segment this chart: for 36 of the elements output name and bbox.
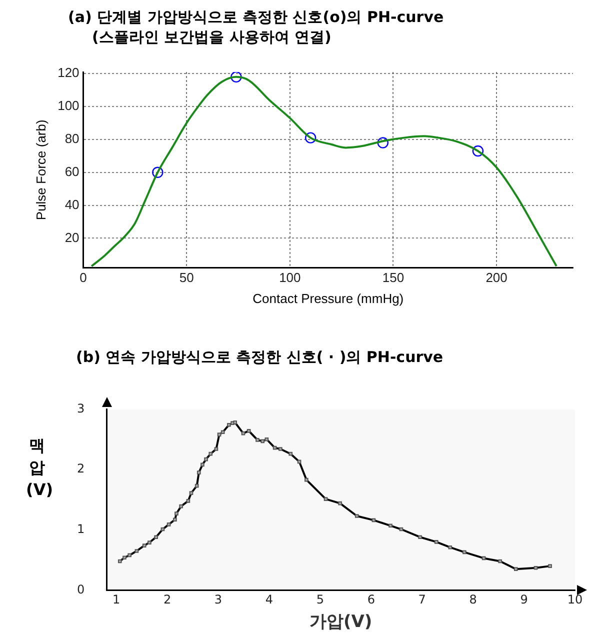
x-tick-label: 8 (469, 592, 477, 607)
x-tick-label: 150 (382, 270, 404, 286)
y-tick-label: 0 (76, 582, 85, 596)
y-tick-label: 2 (76, 462, 85, 476)
point (472, 145, 484, 157)
x-tick-label: 9 (520, 592, 528, 607)
y-tick-label: 40 (64, 196, 80, 212)
y-tick-label: 20 (64, 230, 80, 245)
y-axis-title: Pulse Force (arb) (33, 120, 48, 220)
x-tick-label: 200 (486, 270, 508, 286)
x-tick-label: 10 (567, 592, 583, 607)
y-tick-label: 1 (76, 522, 85, 536)
x-tick-label: 7 (418, 592, 426, 607)
x-axis-title: Contact Pressure (mmHg) (252, 290, 404, 306)
y-tick-label: 60 (64, 164, 80, 179)
point (230, 72, 242, 83)
x-tick-label: 1 (112, 592, 120, 607)
x-tick-label: 2 (163, 592, 172, 607)
point (152, 166, 164, 178)
point (377, 137, 388, 148)
chart-title: (b) 연속 가압방식으로 측정한 신호( · )의 PH-curve (76, 348, 444, 367)
y-tick-label: 80 (64, 131, 80, 146)
x-tick-label: 5 (316, 592, 324, 607)
y-axis-title: 맥압 (V) (26, 435, 54, 501)
x-tick-label: 100 (279, 270, 301, 286)
x-tick-label: 3 (214, 592, 222, 607)
x-axis-title: 가압(V) (309, 612, 372, 632)
x-tick-label: 50 (179, 270, 194, 286)
chart-subtitle: (스플라인 보간법을 사용하여 연결) (92, 28, 332, 47)
y-tick-label: 120 (58, 65, 80, 80)
x-tick-label: 4 (265, 592, 274, 607)
point (304, 132, 316, 144)
y-tick-label: 3 (76, 401, 85, 416)
x-tick-label: 6 (367, 592, 375, 607)
y-tick-label: 100 (58, 98, 80, 114)
chart-title: (a) 단계별 가압방식으로 측정한 신호(o)의 PH-curve (68, 8, 444, 27)
